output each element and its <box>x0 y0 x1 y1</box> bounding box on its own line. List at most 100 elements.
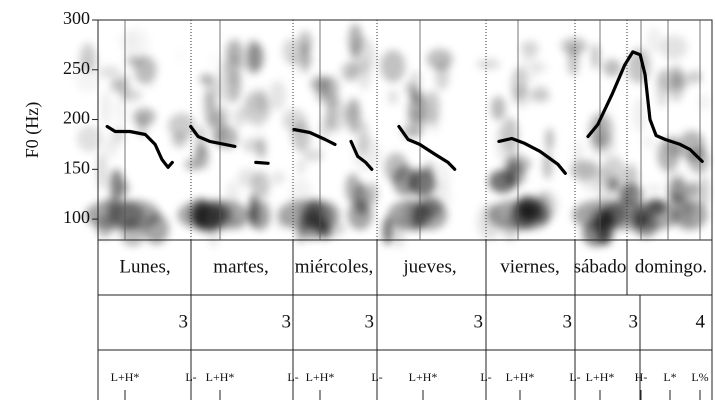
spectral-energy <box>171 132 188 148</box>
spectral-energy <box>619 183 643 206</box>
spectral-energy <box>567 44 580 77</box>
spectral-energy <box>426 48 454 70</box>
tone-label: L+H* <box>586 370 615 384</box>
word-label: sábado <box>574 256 627 277</box>
spectral-energy <box>427 111 441 134</box>
spectral-energy <box>603 59 622 77</box>
spectral-energy <box>167 113 196 139</box>
spectral-energy <box>103 138 119 159</box>
tone-label: L- <box>480 370 491 384</box>
spectral-energy <box>195 125 206 161</box>
spectral-energy <box>101 90 111 127</box>
spectral-energy <box>132 108 156 126</box>
spectral-energy <box>687 181 699 199</box>
spectral-energy <box>380 49 406 83</box>
spectral-energy <box>510 200 550 230</box>
spectral-energy <box>318 76 340 98</box>
y-tick-label: 100 <box>63 207 90 227</box>
tone-label: L+H* <box>409 370 438 384</box>
tone-label: L% <box>691 370 708 384</box>
break-index: 3 <box>282 311 292 332</box>
spectral-energy <box>591 43 600 70</box>
spectral-energy <box>79 43 96 73</box>
spectral-energy <box>672 71 690 91</box>
spectral-energy <box>412 200 448 230</box>
break-index: 3 <box>474 311 484 332</box>
spectral-energy <box>114 93 129 126</box>
tone-label: H- <box>635 370 648 384</box>
spectral-energy <box>573 140 583 174</box>
break-index: 4 <box>696 311 706 332</box>
spectral-energy <box>678 130 706 162</box>
spectral-energy <box>669 193 684 206</box>
spectral-energy <box>223 47 244 85</box>
spectral-energy <box>350 36 375 74</box>
spectral-energy <box>367 181 378 206</box>
spectral-energy <box>234 107 246 127</box>
tone-label: L- <box>287 370 298 384</box>
spectral-energy <box>476 58 501 70</box>
spectral-energy <box>410 70 421 90</box>
tone-label: L* <box>663 370 676 384</box>
spectral-energy <box>203 90 215 127</box>
break-index: 3 <box>629 311 639 332</box>
spectral-energy <box>225 180 240 208</box>
break-index: 3 <box>365 311 375 332</box>
spectral-energy <box>698 93 711 112</box>
y-tick-label: 250 <box>63 58 90 78</box>
word-label: Lunes, <box>119 256 170 277</box>
spectral-energy <box>357 120 369 156</box>
word-label: domingo. <box>635 256 707 277</box>
spectral-energy <box>146 79 157 90</box>
spectral-energy <box>688 70 702 84</box>
word-label: miércoles, <box>295 256 374 277</box>
spectral-energy <box>510 67 528 103</box>
spectral-energy <box>175 47 187 66</box>
spectral-energy <box>208 50 220 71</box>
spectral-energy <box>125 56 143 67</box>
spectral-energy <box>291 121 311 152</box>
spectral-energy <box>641 135 656 149</box>
spectral-energy <box>347 200 373 230</box>
word-label: jueves, <box>402 256 456 277</box>
tone-label: L- <box>569 370 580 384</box>
spectral-energy <box>501 117 519 154</box>
spectral-energy <box>110 78 126 93</box>
spectrogram <box>74 23 711 248</box>
spectral-energy <box>406 107 427 136</box>
spectral-energy <box>76 125 103 152</box>
spectral-energy <box>630 200 680 230</box>
spectral-energy <box>632 97 647 133</box>
spectral-energy <box>490 96 506 121</box>
spectral-energy <box>124 27 150 61</box>
spectral-energy <box>271 171 285 185</box>
tone-label: L- <box>371 370 382 384</box>
spectral-energy <box>412 87 424 107</box>
spectral-energy <box>503 155 532 173</box>
frame <box>97 19 713 400</box>
spectral-energy <box>255 121 263 148</box>
break-index: 3 <box>179 311 189 332</box>
spectral-energy <box>242 138 260 153</box>
word-label: martes, <box>213 256 268 277</box>
spectral-energy <box>593 166 618 199</box>
spectral-energy <box>545 127 554 151</box>
spectral-energy <box>257 86 267 115</box>
spectral-energy <box>268 80 287 111</box>
y-tick-label: 300 <box>63 8 90 28</box>
spectral-energy <box>532 61 548 73</box>
spectral-energy <box>646 27 662 54</box>
spectral-energy <box>109 169 124 201</box>
spectral-energy <box>672 200 708 230</box>
y-axis-title: F0 (Hz) <box>22 102 43 159</box>
y-tick-label: 150 <box>63 157 90 177</box>
spectral-energy <box>251 171 270 199</box>
spectral-energy <box>110 200 160 230</box>
tone-label: L+H* <box>206 370 235 384</box>
spectral-energy <box>343 105 359 123</box>
y-tick-label: 200 <box>63 108 90 128</box>
tone-label: L+H* <box>111 370 140 384</box>
spectral-energy <box>382 216 393 245</box>
word-label: viernes, <box>500 256 560 277</box>
